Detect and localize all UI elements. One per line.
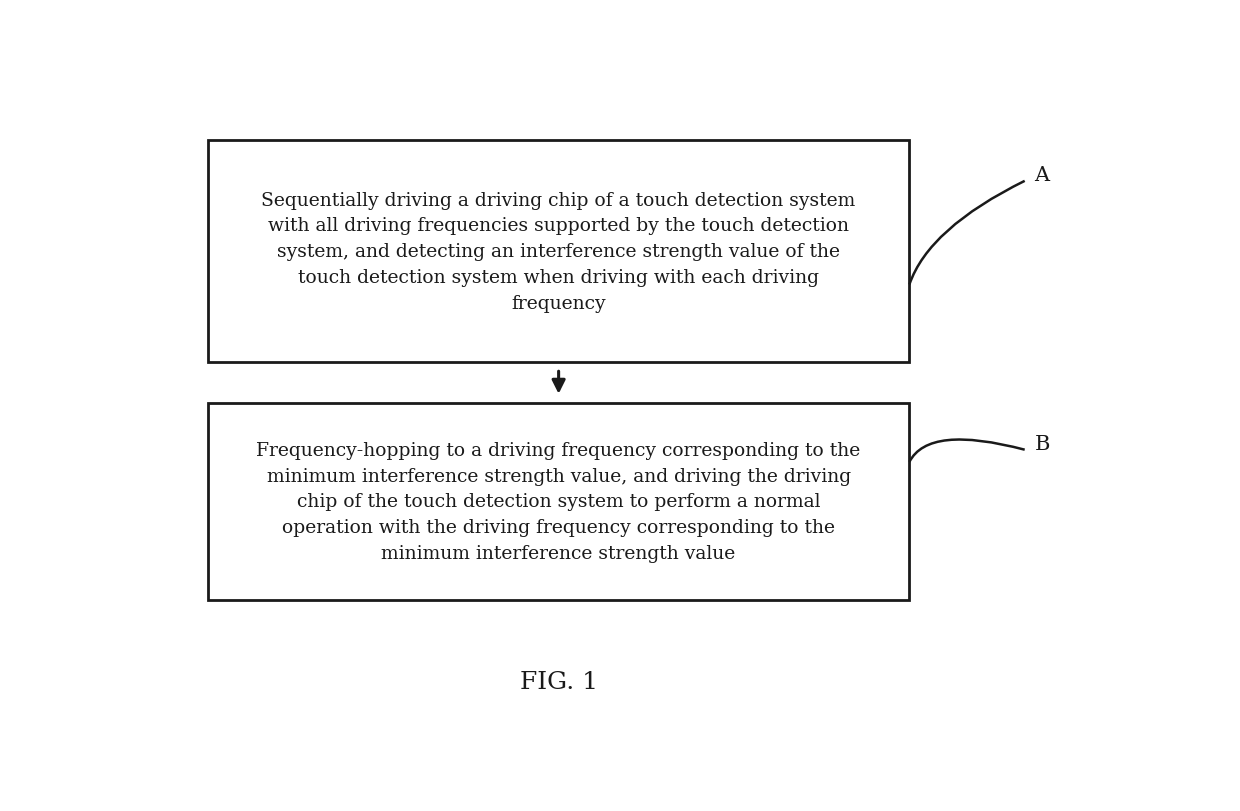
FancyBboxPatch shape [208, 403, 909, 600]
Text: Sequentially driving a driving chip of a touch detection system
with all driving: Sequentially driving a driving chip of a… [262, 191, 856, 312]
Text: A: A [1034, 166, 1049, 185]
Text: B: B [1034, 435, 1050, 453]
FancyBboxPatch shape [208, 141, 909, 363]
Text: FIG. 1: FIG. 1 [520, 670, 598, 693]
Text: Frequency-hopping to a driving frequency corresponding to the
minimum interferen: Frequency-hopping to a driving frequency… [257, 441, 861, 562]
